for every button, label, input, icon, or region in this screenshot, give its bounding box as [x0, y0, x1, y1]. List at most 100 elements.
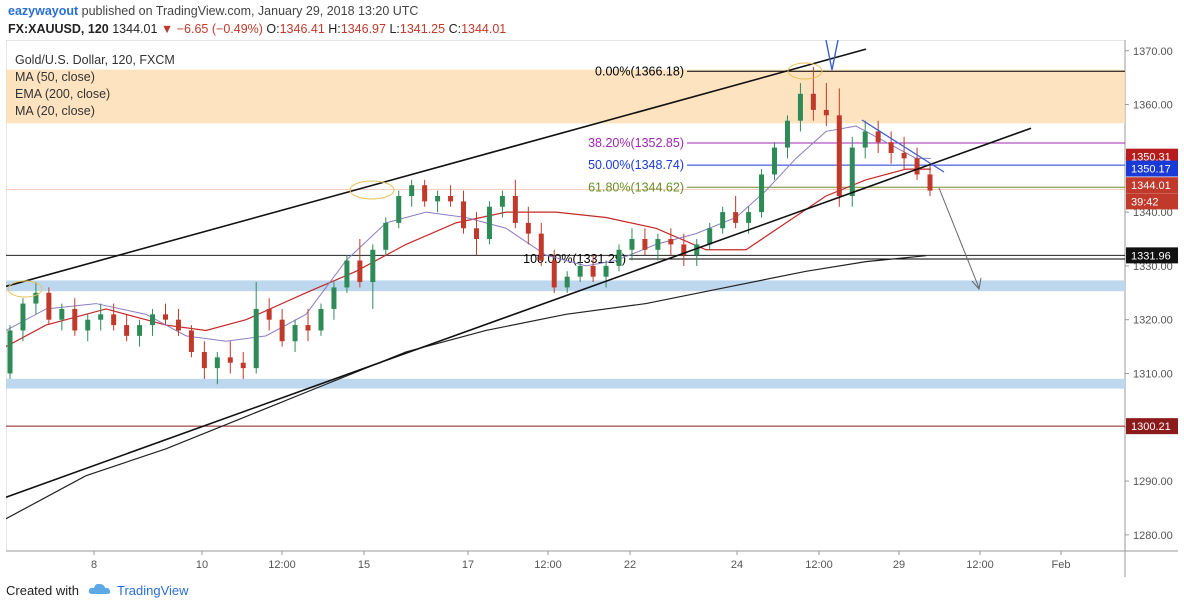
candle-body — [590, 265, 596, 277]
candle-body — [901, 152, 907, 159]
countdown-tag-bg — [1126, 193, 1178, 210]
projection-arrow[interactable] — [938, 187, 980, 289]
time-tick-label: 15 — [358, 559, 370, 571]
candle — [784, 115, 790, 159]
price-chart[interactable]: Gold/U.S. Dollar, 120, FXCM MA (50, clos… — [5, 39, 1178, 577]
candle — [590, 255, 596, 283]
candle — [551, 249, 557, 293]
candle — [512, 179, 518, 229]
candle-body — [616, 249, 622, 266]
last-price-tag-bg — [1126, 177, 1178, 194]
candle-body — [162, 314, 168, 320]
price-tick-label: 1310.00 — [1133, 368, 1173, 380]
price-axis: 1280.001290.001300.001310.001320.001330.… — [1125, 46, 1173, 542]
candle — [823, 83, 829, 127]
candle — [409, 179, 415, 207]
candle-body — [214, 357, 220, 369]
candle — [616, 244, 622, 272]
legend-ma50: MA (50, close) — [15, 70, 95, 84]
channel-lower-line[interactable] — [5, 127, 1032, 498]
candle — [694, 239, 700, 266]
candle — [7, 325, 13, 379]
candle-body — [111, 314, 117, 326]
down-arrow-icon: ▼ — [160, 22, 174, 36]
candle — [836, 88, 842, 207]
candle — [20, 298, 26, 342]
candle-body — [59, 308, 65, 320]
ma50-path — [5, 168, 931, 348]
candle — [707, 222, 713, 250]
candle — [305, 308, 311, 342]
candle — [422, 179, 428, 207]
candle-body — [538, 233, 544, 261]
trend-channel[interactable] — [5, 48, 1032, 498]
candles — [7, 66, 933, 385]
candle — [85, 314, 91, 342]
author-name[interactable]: eazywayout — [8, 4, 79, 18]
candle-body — [797, 93, 803, 121]
candle-body — [525, 222, 531, 234]
swing-highlight-ellipse — [349, 180, 395, 200]
candle — [486, 201, 492, 245]
level-1300-tag-bg — [1126, 418, 1178, 435]
quote-line: FX:XAUUSD, 120 1344.01 ▼ −6.65 (−0.49%) … — [8, 22, 506, 36]
candle-body — [836, 115, 842, 196]
candle-body — [733, 212, 739, 223]
low-value: 1341.25 — [399, 22, 446, 36]
price-tick-label: 1330.00 — [1133, 261, 1173, 273]
candle — [797, 83, 803, 132]
candle-body — [512, 195, 518, 223]
candle — [759, 169, 765, 218]
candle — [72, 298, 78, 336]
candle — [875, 120, 881, 153]
candle-body — [383, 222, 389, 250]
tradingview-link[interactable]: TradingView — [117, 583, 189, 598]
fib-level-label: 50.00%(1348.74) — [588, 158, 684, 172]
candle-body — [435, 195, 441, 202]
candle — [201, 341, 207, 379]
candle-body — [551, 260, 557, 288]
candle — [253, 282, 259, 374]
channel-upper-line[interactable] — [5, 48, 867, 288]
candle-body — [72, 308, 78, 331]
candle-body — [279, 319, 285, 342]
candle — [629, 228, 635, 261]
candle-body — [823, 109, 829, 116]
candle-body — [914, 158, 920, 175]
candle — [59, 303, 65, 331]
candle-body — [486, 206, 492, 240]
last-price-tag: 1344.01 — [1131, 180, 1171, 192]
candle — [927, 163, 933, 196]
candle-body — [188, 330, 194, 352]
candle — [175, 308, 181, 336]
candle — [720, 206, 726, 234]
candle-body — [629, 239, 635, 250]
candle-body — [409, 185, 415, 196]
level-1300-tag: 1300.21 — [1131, 421, 1171, 433]
tradingview-cloud-icon — [88, 583, 111, 594]
publish-line: eazywayout published on TradingView.com,… — [8, 4, 418, 18]
candle-body — [253, 308, 259, 369]
level-1331-tag: 1331.96 — [1131, 250, 1171, 262]
candle-body — [577, 265, 583, 277]
candle — [901, 136, 907, 170]
candle — [150, 308, 156, 336]
candle — [499, 190, 505, 218]
time-tick-label: 29 — [893, 559, 905, 571]
swing-highlight-ellipse — [7, 280, 43, 298]
candle — [227, 341, 233, 374]
candle-body — [707, 228, 713, 245]
time-tick-label: Feb — [1052, 559, 1071, 571]
chart-area[interactable]: Gold/U.S. Dollar, 120, FXCM MA (50, clos… — [5, 39, 1178, 577]
fib-level-label: 38.20%(1352.85) — [588, 136, 684, 150]
support-zone-lower — [6, 378, 1125, 389]
fibonacci-retracement[interactable]: 0.00%(1366.18) 38.20%(1352.85) 50.00%(1348… — [523, 64, 1125, 266]
time-tick-label: 12:00 — [268, 559, 296, 571]
candle — [525, 206, 531, 245]
candle — [111, 303, 117, 331]
level-1331-tag-bg — [1126, 247, 1178, 264]
candle-body — [20, 303, 26, 331]
descending-trendline[interactable] — [861, 119, 945, 173]
candle-body — [7, 330, 13, 374]
